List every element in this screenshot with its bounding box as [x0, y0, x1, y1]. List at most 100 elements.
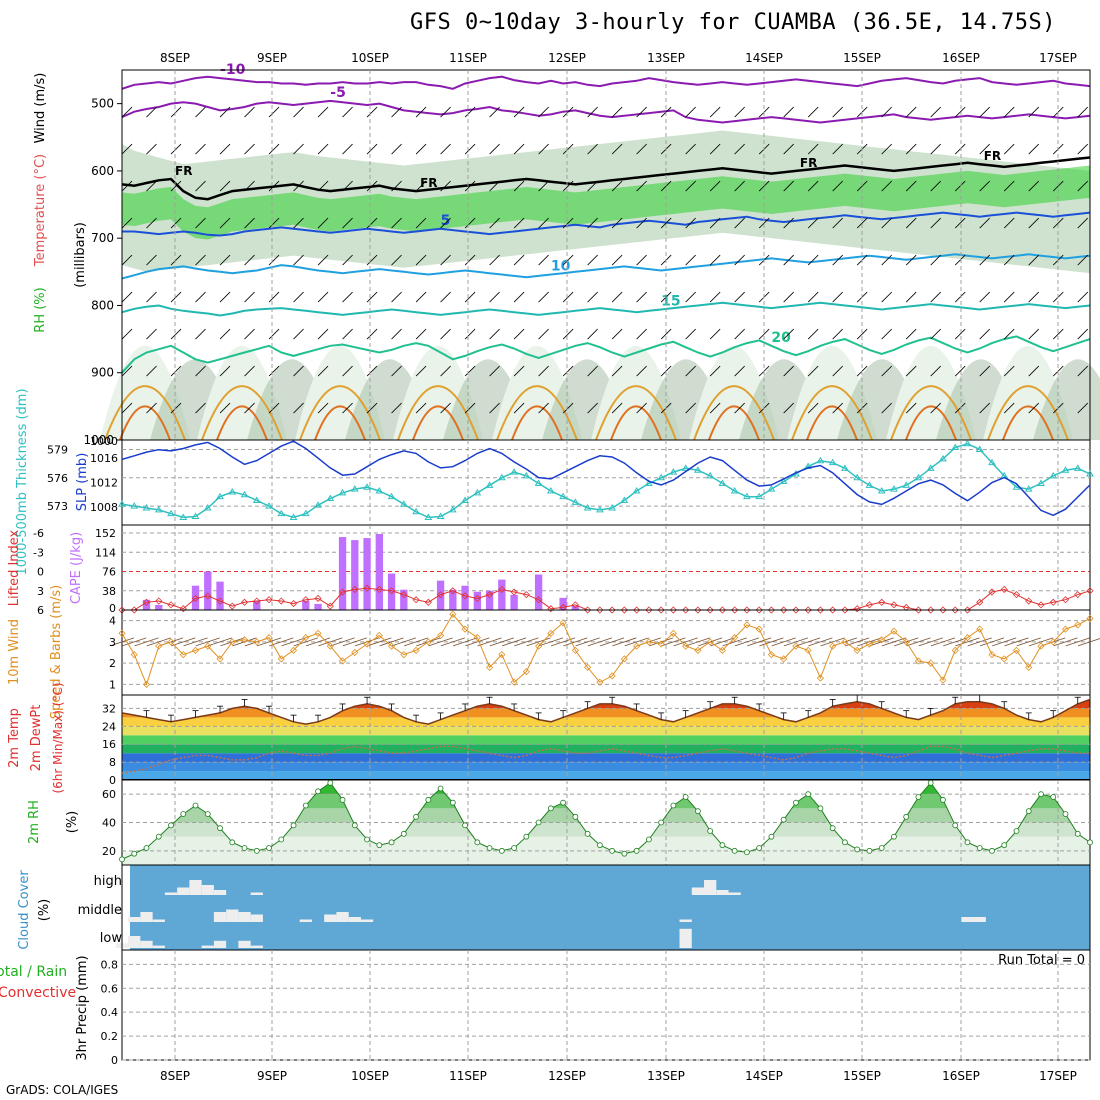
upper-ytick-label-800: 800 — [91, 298, 114, 312]
cloud-middle-cell — [679, 919, 692, 922]
wind-barb — [1028, 254, 1040, 266]
wind10m-barb — [783, 637, 809, 647]
wind10m-barb — [318, 637, 343, 647]
wind-barb — [930, 365, 941, 377]
temp-band-1 — [122, 762, 1090, 772]
rh-green-band — [122, 165, 1090, 240]
rh2m-point — [1001, 842, 1008, 849]
li-ytick-0: -6 — [33, 527, 44, 540]
wind-barb — [268, 291, 280, 303]
wind10m-barb — [514, 637, 539, 647]
isotherm-30-3 — [412, 405, 464, 441]
cape-bar — [510, 594, 518, 610]
wind-barb — [293, 106, 304, 118]
wind-barb — [219, 106, 231, 118]
wind10m-barb — [232, 637, 257, 647]
lifted-index-point — [449, 587, 457, 595]
wind-barb — [881, 402, 892, 414]
cloud-label-high: high — [94, 874, 122, 889]
wind-barb — [244, 365, 255, 377]
wind-barb — [170, 254, 182, 266]
wind-barb — [342, 106, 353, 118]
cape-bar — [155, 604, 163, 610]
wind10m-point — [767, 651, 775, 659]
wind-barb — [832, 402, 843, 414]
rh2m-point — [180, 811, 187, 817]
wind-barb — [538, 291, 549, 303]
wind-barb — [636, 106, 647, 118]
cape-ytick-152: 152 — [95, 527, 116, 540]
wind-barb — [905, 365, 917, 377]
wind10m-point — [865, 640, 874, 648]
wind10m-point — [388, 642, 396, 650]
isotherm-label-5: 5 — [441, 213, 451, 229]
wind-barb — [734, 143, 745, 155]
thickness-point — [412, 507, 420, 515]
wind-barb — [709, 106, 721, 118]
thickness-point — [497, 473, 506, 481]
cape-frame — [121, 524, 1091, 611]
lifted-index-point — [473, 594, 481, 603]
rh2m-point — [805, 791, 812, 798]
upper-ylabel-rh: RH (%) — [33, 287, 48, 332]
thickness-point — [326, 494, 335, 502]
bottom-xtick-10SEP: 10SEP — [351, 1069, 389, 1083]
wind-barb — [440, 217, 451, 229]
rh2m-point — [547, 805, 554, 812]
wind-barb — [317, 365, 329, 377]
isotherm-30-6 — [708, 405, 760, 441]
wind-barb — [783, 402, 794, 414]
wind-barb — [930, 291, 941, 303]
top-xtick-16SEP: 16SEP — [942, 51, 980, 65]
isotherm-25-0 — [104, 385, 186, 441]
wind-barb — [587, 291, 598, 303]
wind10m-point — [314, 629, 322, 637]
rh2m-point — [486, 845, 493, 851]
thickness-point — [730, 487, 739, 494]
wind10m-point — [510, 678, 518, 686]
isotherm-25-1 — [201, 385, 283, 441]
wind-barb — [587, 365, 598, 377]
wind-barb — [293, 291, 304, 303]
wind-barb — [832, 254, 843, 266]
lifted-index-point — [743, 606, 751, 614]
wind-barb — [611, 217, 623, 229]
wind-barb — [1028, 402, 1040, 414]
wind-barb — [783, 106, 794, 118]
lifted-index-point — [1037, 601, 1045, 609]
wind-barb — [146, 291, 157, 303]
cloud-low-cell — [250, 945, 263, 948]
isotherm-30-2 — [314, 405, 366, 441]
cape-bar — [191, 585, 200, 610]
wind10m-point — [841, 638, 849, 646]
wind10m-point — [927, 659, 935, 667]
wind-barb — [807, 402, 819, 414]
thick-ytick-573: 573 — [47, 500, 68, 513]
thickness-point — [620, 496, 629, 503]
rh2m-point — [339, 796, 346, 803]
rh2m-point — [866, 847, 873, 854]
wind-barb — [219, 180, 231, 192]
wind-barb — [170, 291, 182, 303]
wind-barb — [366, 143, 378, 155]
wind-barb — [611, 402, 623, 414]
wind10m-barb — [293, 637, 318, 647]
cloud-middle-cell — [973, 917, 986, 922]
wind10m-barb — [526, 637, 551, 647]
wind-barb — [146, 254, 157, 266]
wind-barb — [1077, 365, 1089, 377]
wind10m-barb — [796, 637, 821, 647]
cape-bar — [363, 538, 371, 610]
wind-barb — [1028, 217, 1040, 229]
rh2m-point — [976, 845, 983, 851]
wind10m-barb — [134, 637, 159, 647]
temp2m-panel: 0 8 16 24 32 2m Temp 2m DewPt (6hr Min/Max) (°C… — [7, 682, 1091, 794]
rh2m-point — [1050, 794, 1057, 800]
wind10m-point — [461, 625, 469, 633]
wind-barb — [538, 180, 549, 192]
wind10m-point — [584, 663, 592, 671]
lifted-index-point — [338, 588, 347, 596]
cloud-low-cell — [152, 945, 165, 948]
wind-barb — [783, 143, 794, 155]
cape-ytick-38: 38 — [102, 585, 116, 598]
